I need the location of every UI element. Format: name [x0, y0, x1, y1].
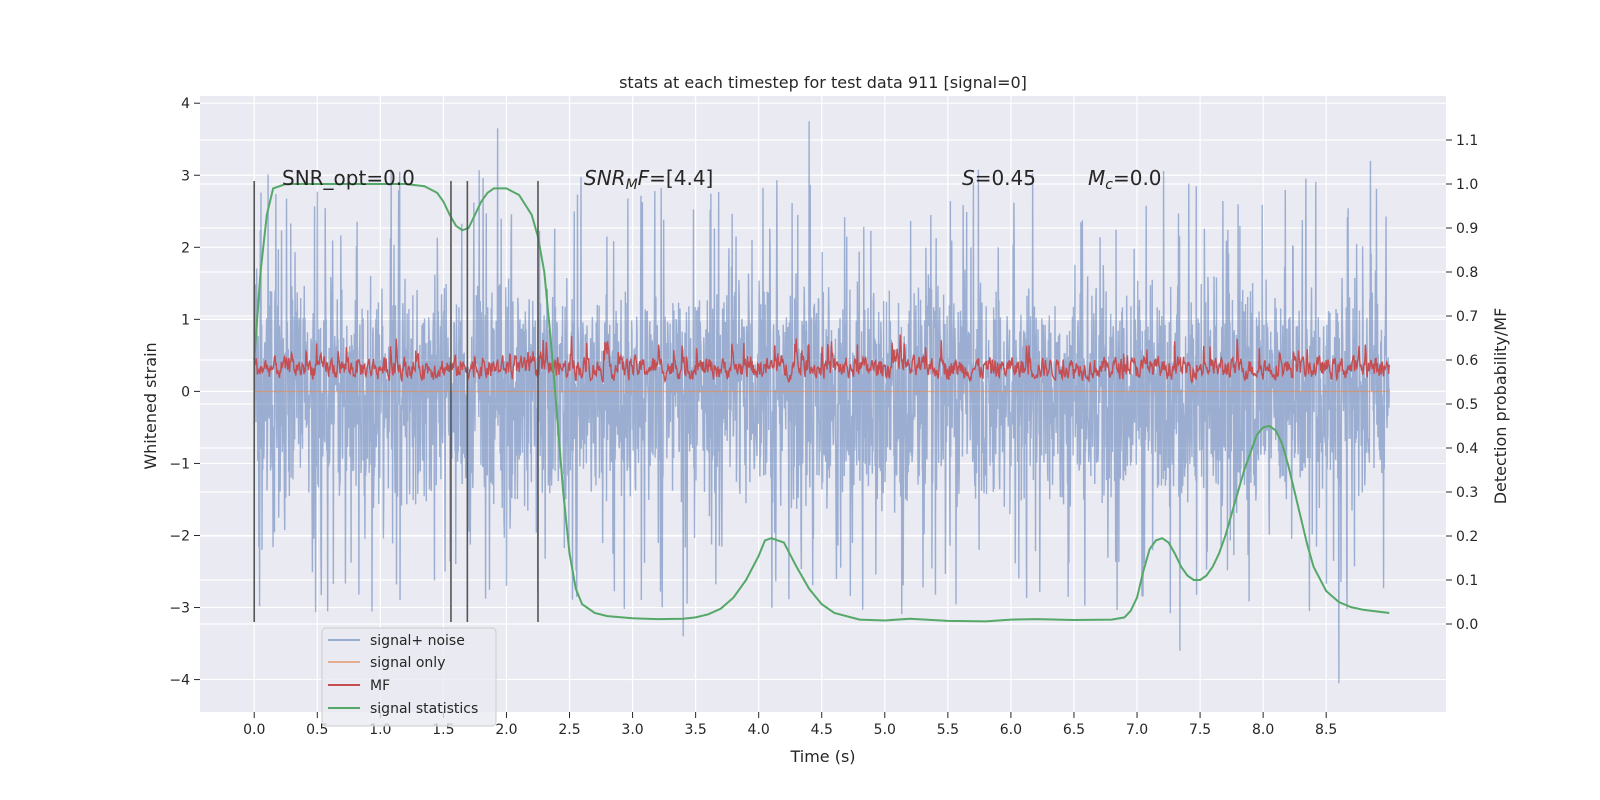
- snr-mf-sub: M: [626, 177, 638, 193]
- legend-box: [321, 627, 497, 727]
- x-tick-label: 7.0: [1126, 722, 1148, 738]
- x-tick-label: 5.0: [874, 722, 896, 738]
- x-tick-label: 2.5: [558, 722, 580, 738]
- y-tick-label-right: 0.0: [1456, 617, 1478, 633]
- series-signal-statistics: [253, 183, 1390, 623]
- y-tick-label-right: 1.1: [1456, 133, 1478, 149]
- marker-lines: [253, 181, 539, 622]
- y-tick-label-right: 0.3: [1456, 485, 1478, 501]
- y-tick-label-left: −3: [169, 601, 190, 617]
- x-tick-label: 4.5: [811, 722, 833, 738]
- mc-main: M: [1088, 166, 1105, 190]
- y-tick-label-left: 1: [181, 312, 190, 328]
- chart-title: stats at each timestep for test data 911…: [619, 73, 1027, 92]
- x-tick-label: 6.5: [1063, 722, 1085, 738]
- s-tail: =0.45: [975, 166, 1036, 190]
- s-annotation: S=0.45: [962, 166, 1036, 190]
- snr-mf-tail: =[4.4]: [649, 166, 713, 190]
- y-tick-label-right: 0.1: [1456, 573, 1478, 589]
- x-tick-label: 0.5: [306, 722, 328, 738]
- y-ticks-left: 4 3 2 1 0 −1 −2 −3 −4: [169, 96, 200, 689]
- y-tick-label-left: −2: [169, 528, 190, 544]
- mc-tail: =0.0: [1113, 166, 1162, 190]
- y-tick-label-left: 3: [181, 168, 190, 184]
- x-tick-label: 4.0: [748, 722, 770, 738]
- y-tick-label-left: 4: [181, 96, 190, 112]
- legend-label-mf: MF: [370, 678, 390, 694]
- y-axis-label: Whitened strain: [141, 342, 160, 469]
- y-tick-label-right: 1.0: [1456, 177, 1478, 193]
- y-tick-label-right: 0.4: [1456, 441, 1478, 457]
- legend: signal+ noise signal only MF signal stat…: [321, 627, 497, 727]
- s-main: S: [962, 166, 975, 190]
- y-tick-label-right: 0.8: [1456, 265, 1478, 281]
- x-tick-label: 8.0: [1252, 722, 1274, 738]
- series-signal-noise: [253, 121, 1390, 684]
- y-ticks-right: 1.1 1.0 0.9 0.8 0.7 0.6 0.5 0.4 0.3 0.2 0.1 0.0: [1446, 133, 1478, 633]
- x-tick-label: 7.5: [1189, 722, 1211, 738]
- x-axis-label: Time (s): [789, 747, 855, 766]
- legend-label-signal-noise: signal+ noise: [370, 633, 465, 649]
- y-tick-label-left: 2: [181, 240, 190, 256]
- snr-mf-f: F: [638, 166, 650, 190]
- mc-annotation: Mc=0.0: [1088, 166, 1162, 193]
- snr-mf-main: SNR: [584, 166, 626, 190]
- x-tick-label: 2.0: [495, 722, 517, 738]
- y-tick-label-right: 0.2: [1456, 529, 1478, 545]
- mc-sub: c: [1105, 177, 1113, 193]
- snr-opt-annotation: SNR_opt=0.0: [282, 166, 415, 190]
- y-tick-label-left: −1: [169, 456, 190, 472]
- y-tick-label-right: 0.7: [1456, 309, 1478, 325]
- y-tick-label-left: −4: [169, 673, 190, 689]
- x-tick-label: 6.0: [1000, 722, 1022, 738]
- y-axis-right-label: Detection probability/MF: [1491, 308, 1510, 505]
- x-tick-label: 3.0: [621, 722, 643, 738]
- legend-label-signal-only: signal only: [370, 655, 445, 671]
- snr-mf-annotation: SNRMF=[4.4]: [584, 166, 713, 193]
- x-tick-label: 5.5: [937, 722, 959, 738]
- y-tick-label-right: 0.6: [1456, 353, 1478, 369]
- y-tick-label-right: 0.5: [1456, 397, 1478, 413]
- y-tick-label-right: 0.9: [1456, 221, 1478, 237]
- legend-label-signal-statistics: signal statistics: [370, 701, 478, 717]
- x-tick-label: 3.5: [684, 722, 706, 738]
- x-tick-label: 0.0: [243, 722, 265, 738]
- x-ticks: 0.0 0.5 1.0 1.5 2.0 2.5 3.0 3.5 4.0 4.5 5.0 5.5 6.0 6…: [243, 712, 1337, 738]
- y-tick-label-left: 0: [181, 384, 190, 400]
- x-tick-label: 8.5: [1315, 722, 1337, 738]
- series-mf: [253, 334, 1390, 384]
- series-layer: [253, 121, 1390, 684]
